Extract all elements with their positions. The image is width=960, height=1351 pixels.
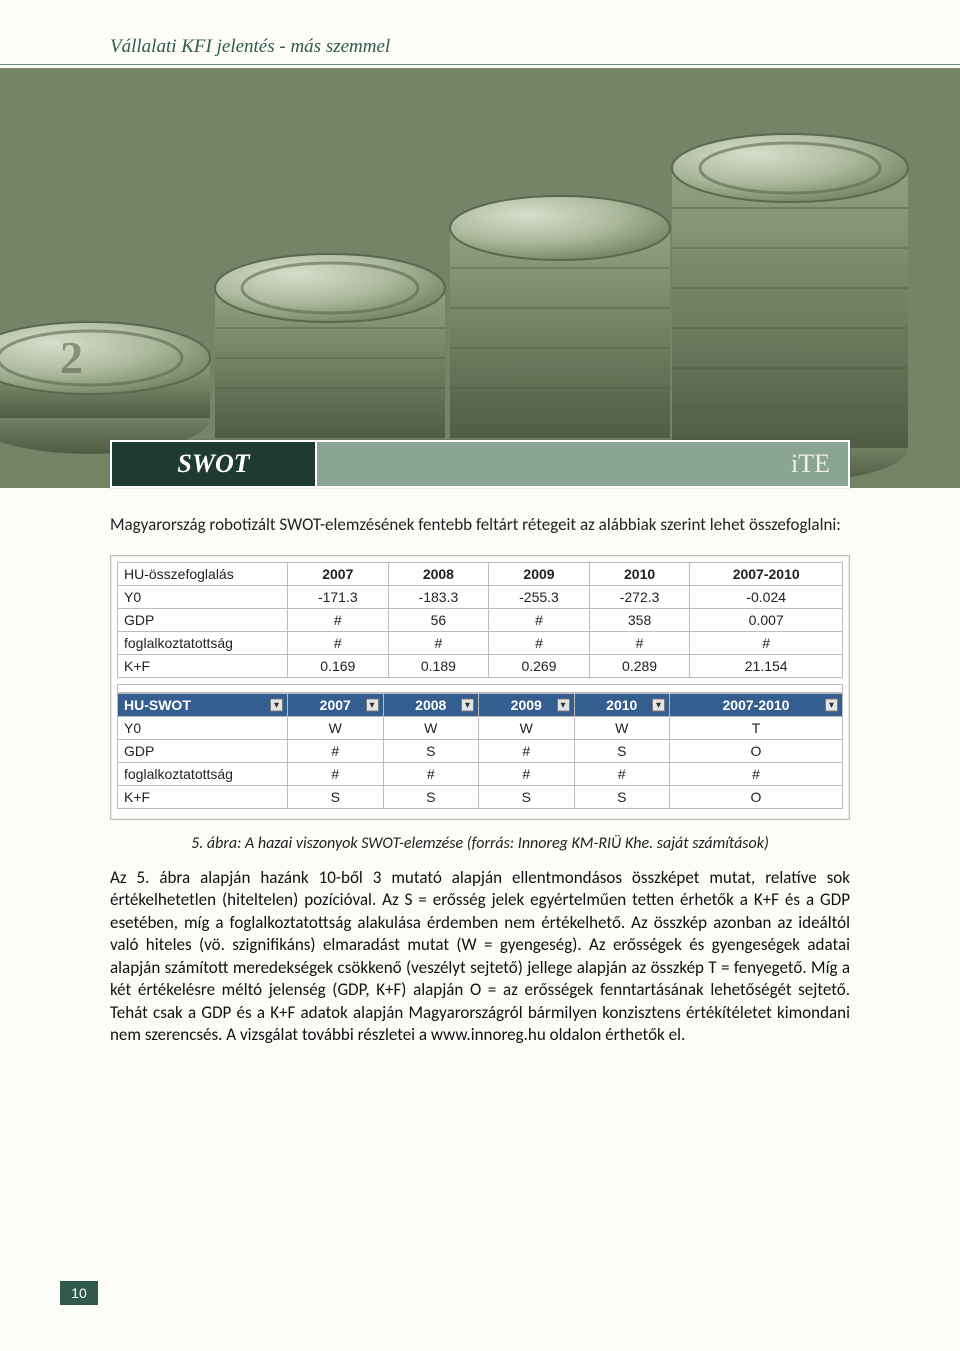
- table-cell: -171.3: [288, 585, 389, 608]
- t2-h0: HU-SWOT▾: [118, 693, 288, 716]
- dropdown-icon[interactable]: ▾: [366, 698, 379, 711]
- table-row: K+FSSSSO: [118, 785, 843, 808]
- table-summary: HU-összefoglalás 2007 2008 2009 2010 200…: [117, 562, 843, 678]
- swot-title-bar: SWOT iTE: [110, 440, 850, 488]
- table-cell: 0.007: [690, 608, 843, 631]
- table-cell: S: [479, 785, 575, 808]
- table-cell: K+F: [118, 654, 288, 677]
- t1-h0: HU-összefoglalás: [118, 562, 288, 585]
- table-cell: 0.269: [489, 654, 590, 677]
- dropdown-icon[interactable]: ▾: [270, 698, 283, 711]
- table-row: Y0-171.3-183.3-255.3-272.3-0.024: [118, 585, 843, 608]
- table-cell: #: [288, 608, 389, 631]
- table-cell: #: [288, 762, 384, 785]
- table-row: K+F0.1690.1890.2690.28921.154: [118, 654, 843, 677]
- swot-label-left: SWOT: [112, 442, 317, 486]
- table-cell: #: [489, 608, 590, 631]
- t1-h5: 2007-2010: [690, 562, 843, 585]
- dropdown-icon[interactable]: ▾: [825, 698, 838, 711]
- body-paragraph: Az 5. ábra alapján hazánk 10-ből 3 mutat…: [110, 867, 850, 1047]
- table-cell: K+F: [118, 785, 288, 808]
- header-rule: [0, 64, 960, 65]
- table-cell: O: [670, 739, 843, 762]
- table-cell: #: [479, 762, 575, 785]
- page-number: 10: [60, 1281, 98, 1305]
- table-cell: S: [574, 785, 670, 808]
- table-cell: foglalkoztatottság: [118, 762, 288, 785]
- table-cell: -0.024: [690, 585, 843, 608]
- dropdown-icon[interactable]: ▾: [461, 698, 474, 711]
- table-cell: foglalkoztatottság: [118, 631, 288, 654]
- table-cell: #: [589, 631, 690, 654]
- table-cell: -183.3: [388, 585, 489, 608]
- table-cell: #: [383, 762, 479, 785]
- table-cell: S: [288, 785, 384, 808]
- table-cell: S: [383, 785, 479, 808]
- table-cell: 21.154: [690, 654, 843, 677]
- t1-h3: 2009: [489, 562, 590, 585]
- table-cell: GDP: [118, 608, 288, 631]
- hero-image-coins: 2: [0, 68, 960, 488]
- swot-label-right: iTE: [317, 442, 848, 486]
- table-cell: O: [670, 785, 843, 808]
- dropdown-icon[interactable]: ▾: [557, 698, 570, 711]
- table-cell: W: [383, 716, 479, 739]
- table-cell: Y0: [118, 716, 288, 739]
- table-cell: GDP: [118, 739, 288, 762]
- t2-h5: 2007-2010▾: [670, 693, 843, 716]
- table-cell: T: [670, 716, 843, 739]
- dropdown-icon[interactable]: ▾: [652, 698, 665, 711]
- table-cell: #: [574, 762, 670, 785]
- t2-h3: 2009▾: [479, 693, 575, 716]
- table-cell: S: [574, 739, 670, 762]
- t2-h1: 2007▾: [288, 693, 384, 716]
- tables-container: HU-összefoglalás 2007 2008 2009 2010 200…: [110, 555, 850, 820]
- table-cell: #: [489, 631, 590, 654]
- figure-caption: 5. ábra: A hazai viszonyok SWOT-elemzése…: [110, 834, 850, 853]
- t2-h2: 2008▾: [383, 693, 479, 716]
- t2-h4: 2010▾: [574, 693, 670, 716]
- table-cell: #: [690, 631, 843, 654]
- table-cell: W: [288, 716, 384, 739]
- table-row: GDP#56#3580.007: [118, 608, 843, 631]
- table-cell: #: [670, 762, 843, 785]
- table-cell: 358: [589, 608, 690, 631]
- table-cell: #: [388, 631, 489, 654]
- t1-h2: 2008: [388, 562, 489, 585]
- table-cell: 0.169: [288, 654, 389, 677]
- table-cell: #: [479, 739, 575, 762]
- table-row: foglalkoztatottság#####: [118, 762, 843, 785]
- table-cell: 0.289: [589, 654, 690, 677]
- table-cell: #: [288, 739, 384, 762]
- table-swot: HU-SWOT▾ 2007▾ 2008▾ 2009▾ 2010▾ 2007-20…: [117, 693, 843, 809]
- table-cell: 56: [388, 608, 489, 631]
- t1-h1: 2007: [288, 562, 389, 585]
- table-cell: S: [383, 739, 479, 762]
- intro-paragraph: Magyarország robotizált SWOT-elemzésének…: [110, 514, 850, 537]
- t1-h4: 2010: [589, 562, 690, 585]
- table-cell: W: [574, 716, 670, 739]
- table-cell: Y0: [118, 585, 288, 608]
- table-cell: -272.3: [589, 585, 690, 608]
- table-cell: W: [479, 716, 575, 739]
- table-row: GDP#S#SO: [118, 739, 843, 762]
- page-header: Vállalati KFI jelentés - más szemmel: [110, 36, 390, 58]
- table-row: foglalkoztatottság#####: [118, 631, 843, 654]
- table-cell: -255.3: [489, 585, 590, 608]
- table-cell: #: [288, 631, 389, 654]
- table-cell: 0.189: [388, 654, 489, 677]
- table-row: Y0WWWWT: [118, 716, 843, 739]
